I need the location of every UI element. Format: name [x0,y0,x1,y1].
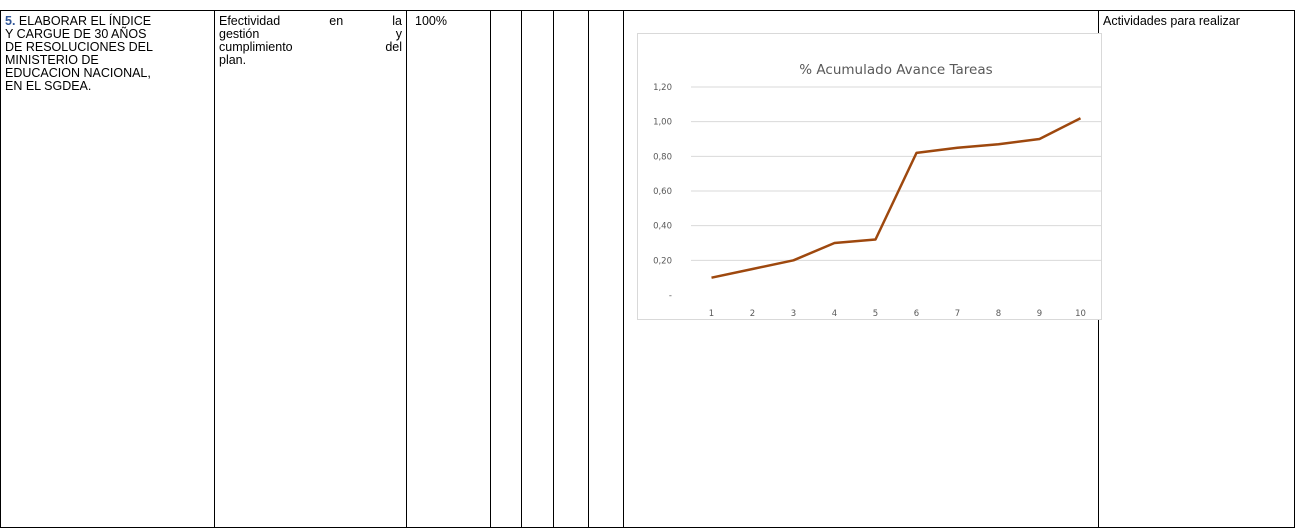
target-cell: 100% [406,10,491,528]
x-tick-label: 2 [750,309,755,319]
indicator-text-line: gestión y [219,27,402,41]
y-tick-label: 0,40 [653,222,672,232]
empty-cell [553,10,589,528]
y-tick-label: 0,20 [653,256,672,266]
indicator-text-line: cumplimiento del [219,40,402,54]
x-tick-label: 8 [996,309,1001,319]
progress-chart: % Acumulado Avance Tareas - 0,20 0,40 0,60 0… [637,33,1102,320]
series-line [711,117,1082,279]
activity-text-line: EN EL SGDEA. [5,79,92,93]
x-tick-label: 9 [1037,309,1042,319]
activity-text: ELABORAR EL ÍNDICE Y CARGUE DE 30 AÑOS DE … [5,14,153,93]
y-tick-label: 0,80 [653,152,672,162]
empty-cell [521,10,554,528]
activity-description: 5. ELABORAR EL ÍNDICE Y CARGUE DE 30 AÑOS… [1,11,214,93]
indicator-text: Efectividad en la gestión y cumplimiento d… [215,11,406,67]
x-tick-label: 4 [832,309,837,319]
x-tick-label: 3 [791,309,796,319]
x-tick-label: 1 [709,309,714,319]
indicator-text-line: plan. [219,53,247,67]
chart-canvas: % Acumulado Avance Tareas - 0,20 0,40 0,60 0… [653,62,1101,319]
y-tick-label: 1,20 [653,83,672,93]
indicator-cell: Efectividad en la gestión y cumplimiento d… [214,10,407,528]
activity-text-line: EDUCACION NACIONAL, [5,66,151,80]
activity-text-line: MINISTERIO DE [5,53,99,67]
activity-text-line: Y CARGUE DE 30 AÑOS [5,27,147,41]
activity-cell: 5. ELABORAR EL ÍNDICE Y CARGUE DE 30 AÑOS… [0,10,215,528]
item-number: 5. [5,14,16,28]
x-tick-label: 5 [873,309,878,319]
x-tick-label: 10 [1075,309,1086,319]
y-tick-label: 1,00 [653,118,672,128]
target-value: 100% [415,14,447,28]
activities-cell: Actividades para realizar [1098,10,1295,528]
activity-text-line: ELABORAR EL ÍNDICE [18,14,152,28]
x-tick-label: 6 [914,309,919,319]
y-tick-label: 0,60 [653,187,672,197]
empty-cell [490,10,522,528]
y-tick-label: - [669,291,672,301]
empty-cell [588,10,624,528]
x-tick-label: 7 [955,309,960,319]
activities-label: Actividades para realizar [1103,14,1240,28]
indicator-text-line: Efectividad en la [219,14,402,28]
chart-title: % Acumulado Avance Tareas [799,62,992,78]
activity-text-line: DE RESOLUCIONES DEL [5,40,153,54]
